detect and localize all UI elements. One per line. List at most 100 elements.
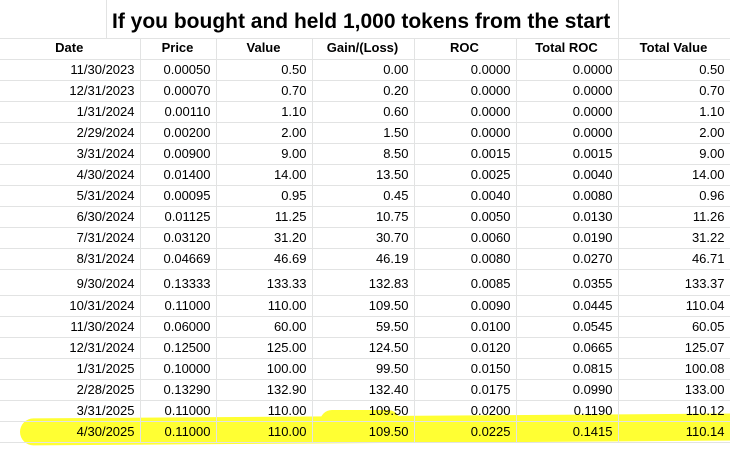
date-cell[interactable]: 2/29/2024 bbox=[0, 122, 141, 144]
value-cell[interactable]: 0.1415 bbox=[516, 421, 619, 443]
value-cell[interactable]: 0.0545 bbox=[516, 316, 619, 338]
header-cell[interactable]: Total Value bbox=[618, 38, 730, 60]
value-cell[interactable]: 100.00 bbox=[216, 358, 313, 380]
value-cell[interactable]: 0.0000 bbox=[414, 122, 517, 144]
value-cell[interactable]: 2.00 bbox=[618, 122, 730, 144]
value-cell[interactable]: 46.19 bbox=[312, 248, 415, 270]
value-cell[interactable]: 31.22 bbox=[618, 227, 730, 249]
value-cell[interactable]: 46.71 bbox=[618, 248, 730, 270]
value-cell[interactable]: 1.10 bbox=[216, 101, 313, 123]
value-cell[interactable]: 0.60 bbox=[312, 101, 415, 123]
value-cell[interactable]: 0.12500 bbox=[140, 337, 217, 359]
header-cell[interactable]: Date bbox=[0, 38, 141, 60]
value-cell[interactable]: 0.0040 bbox=[516, 164, 619, 186]
value-cell[interactable]: 46.69 bbox=[216, 248, 313, 270]
value-cell[interactable]: 0.20 bbox=[312, 80, 415, 102]
value-cell[interactable]: 0.00050 bbox=[140, 59, 217, 81]
value-cell[interactable]: 0.00070 bbox=[140, 80, 217, 102]
date-cell[interactable]: 5/31/2024 bbox=[0, 185, 141, 207]
value-cell[interactable]: 110.00 bbox=[216, 421, 313, 443]
value-cell[interactable]: 132.40 bbox=[312, 379, 415, 401]
value-cell[interactable]: 0.70 bbox=[216, 80, 313, 102]
value-cell[interactable]: 0.0000 bbox=[516, 101, 619, 123]
value-cell[interactable]: 109.50 bbox=[312, 400, 415, 422]
header-cell[interactable]: Price bbox=[140, 38, 217, 60]
value-cell[interactable]: 0.0060 bbox=[414, 227, 517, 249]
value-cell[interactable]: 109.50 bbox=[312, 295, 415, 317]
value-cell[interactable]: 0.0085 bbox=[414, 269, 517, 296]
value-cell[interactable]: 0.00900 bbox=[140, 143, 217, 165]
value-cell[interactable]: 0.0040 bbox=[414, 185, 517, 207]
value-cell[interactable]: 0.11000 bbox=[140, 421, 217, 443]
value-cell[interactable]: 1.10 bbox=[618, 101, 730, 123]
value-cell[interactable]: 0.00200 bbox=[140, 122, 217, 144]
header-cell[interactable]: ROC bbox=[414, 38, 517, 60]
value-cell[interactable]: 31.20 bbox=[216, 227, 313, 249]
value-cell[interactable]: 1.50 bbox=[312, 122, 415, 144]
title-row[interactable]: If you bought and held 1,000 tokens from… bbox=[0, 0, 730, 39]
date-cell[interactable]: 4/30/2024 bbox=[0, 164, 141, 186]
value-cell[interactable]: 0.0990 bbox=[516, 379, 619, 401]
value-cell[interactable]: 10.75 bbox=[312, 206, 415, 228]
value-cell[interactable]: 0.03120 bbox=[140, 227, 217, 249]
value-cell[interactable]: 30.70 bbox=[312, 227, 415, 249]
date-cell[interactable]: 1/31/2025 bbox=[0, 358, 141, 380]
value-cell[interactable]: 9.00 bbox=[618, 143, 730, 165]
value-cell[interactable]: 0.96 bbox=[618, 185, 730, 207]
value-cell[interactable]: 0.0000 bbox=[414, 80, 517, 102]
value-cell[interactable]: 11.26 bbox=[618, 206, 730, 228]
value-cell[interactable]: 110.12 bbox=[618, 400, 730, 422]
value-cell[interactable]: 0.95 bbox=[216, 185, 313, 207]
date-cell[interactable]: 11/30/2024 bbox=[0, 316, 141, 338]
value-cell[interactable]: 8.50 bbox=[312, 143, 415, 165]
date-cell[interactable]: 6/30/2024 bbox=[0, 206, 141, 228]
value-cell[interactable]: 0.0000 bbox=[414, 59, 517, 81]
date-cell[interactable]: 7/31/2024 bbox=[0, 227, 141, 249]
value-cell[interactable]: 0.1190 bbox=[516, 400, 619, 422]
value-cell[interactable]: 0.11000 bbox=[140, 295, 217, 317]
value-cell[interactable]: 0.0000 bbox=[414, 101, 517, 123]
header-cell[interactable]: Value bbox=[216, 38, 313, 60]
date-cell[interactable]: 9/30/2024 bbox=[0, 269, 141, 296]
value-cell[interactable]: 0.0090 bbox=[414, 295, 517, 317]
value-cell[interactable]: 0.00 bbox=[312, 59, 415, 81]
value-cell[interactable]: 109.50 bbox=[312, 421, 415, 443]
value-cell[interactable]: 0.0200 bbox=[414, 400, 517, 422]
value-cell[interactable]: 0.13333 bbox=[140, 269, 217, 296]
value-cell[interactable]: 0.0000 bbox=[516, 80, 619, 102]
value-cell[interactable]: 60.00 bbox=[216, 316, 313, 338]
value-cell[interactable]: 0.0665 bbox=[516, 337, 619, 359]
value-cell[interactable]: 0.0080 bbox=[516, 185, 619, 207]
value-cell[interactable]: 0.0050 bbox=[414, 206, 517, 228]
value-cell[interactable]: 0.01125 bbox=[140, 206, 217, 228]
date-cell[interactable]: 3/31/2024 bbox=[0, 143, 141, 165]
date-cell[interactable]: 12/31/2024 bbox=[0, 337, 141, 359]
value-cell[interactable]: 0.0175 bbox=[414, 379, 517, 401]
value-cell[interactable]: 0.0000 bbox=[516, 122, 619, 144]
value-cell[interactable]: 0.0815 bbox=[516, 358, 619, 380]
value-cell[interactable]: 0.0270 bbox=[516, 248, 619, 270]
value-cell[interactable]: 14.00 bbox=[618, 164, 730, 186]
value-cell[interactable]: 125.00 bbox=[216, 337, 313, 359]
value-cell[interactable]: 9.00 bbox=[216, 143, 313, 165]
date-cell[interactable]: 12/31/2023 bbox=[0, 80, 141, 102]
value-cell[interactable]: 0.0130 bbox=[516, 206, 619, 228]
value-cell[interactable]: 0.00095 bbox=[140, 185, 217, 207]
value-cell[interactable]: 110.14 bbox=[618, 421, 730, 443]
value-cell[interactable]: 133.33 bbox=[216, 269, 313, 296]
value-cell[interactable]: 110.04 bbox=[618, 295, 730, 317]
value-cell[interactable]: 0.0120 bbox=[414, 337, 517, 359]
value-cell[interactable]: 124.50 bbox=[312, 337, 415, 359]
value-cell[interactable]: 0.0100 bbox=[414, 316, 517, 338]
date-cell[interactable]: 8/31/2024 bbox=[0, 248, 141, 270]
value-cell[interactable]: 0.0025 bbox=[414, 164, 517, 186]
value-cell[interactable]: 125.07 bbox=[618, 337, 730, 359]
value-cell[interactable]: 100.08 bbox=[618, 358, 730, 380]
value-cell[interactable]: 59.50 bbox=[312, 316, 415, 338]
value-cell[interactable]: 0.01400 bbox=[140, 164, 217, 186]
value-cell[interactable]: 110.00 bbox=[216, 400, 313, 422]
value-cell[interactable]: 13.50 bbox=[312, 164, 415, 186]
value-cell[interactable]: 0.11000 bbox=[140, 400, 217, 422]
value-cell[interactable]: 0.0015 bbox=[414, 143, 517, 165]
value-cell[interactable]: 0.0150 bbox=[414, 358, 517, 380]
